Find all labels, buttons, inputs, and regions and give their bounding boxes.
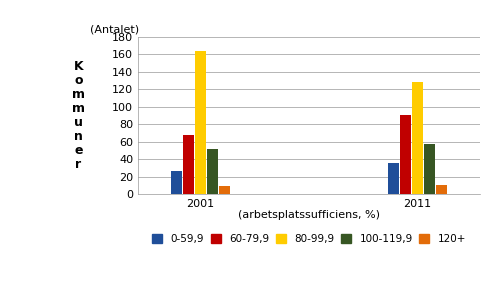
Bar — [412, 82, 423, 194]
Bar — [219, 186, 230, 194]
Bar — [171, 171, 182, 194]
Bar — [436, 185, 447, 194]
Text: K
o
m
m
u
n
e
r: K o m m u n e r — [72, 60, 85, 171]
Bar — [195, 52, 206, 194]
Bar — [207, 150, 218, 194]
X-axis label: (arbetsplatssufficiens, %): (arbetsplatssufficiens, %) — [238, 210, 380, 220]
Bar — [424, 144, 435, 194]
Bar — [388, 163, 399, 194]
Bar — [183, 135, 194, 194]
Legend: 0-59,9, 60-79,9, 80-99,9, 100-119,9, 120+: 0-59,9, 60-79,9, 80-99,9, 100-119,9, 120… — [152, 234, 466, 244]
Text: (Antalet): (Antalet) — [90, 25, 140, 35]
Bar — [400, 115, 411, 194]
